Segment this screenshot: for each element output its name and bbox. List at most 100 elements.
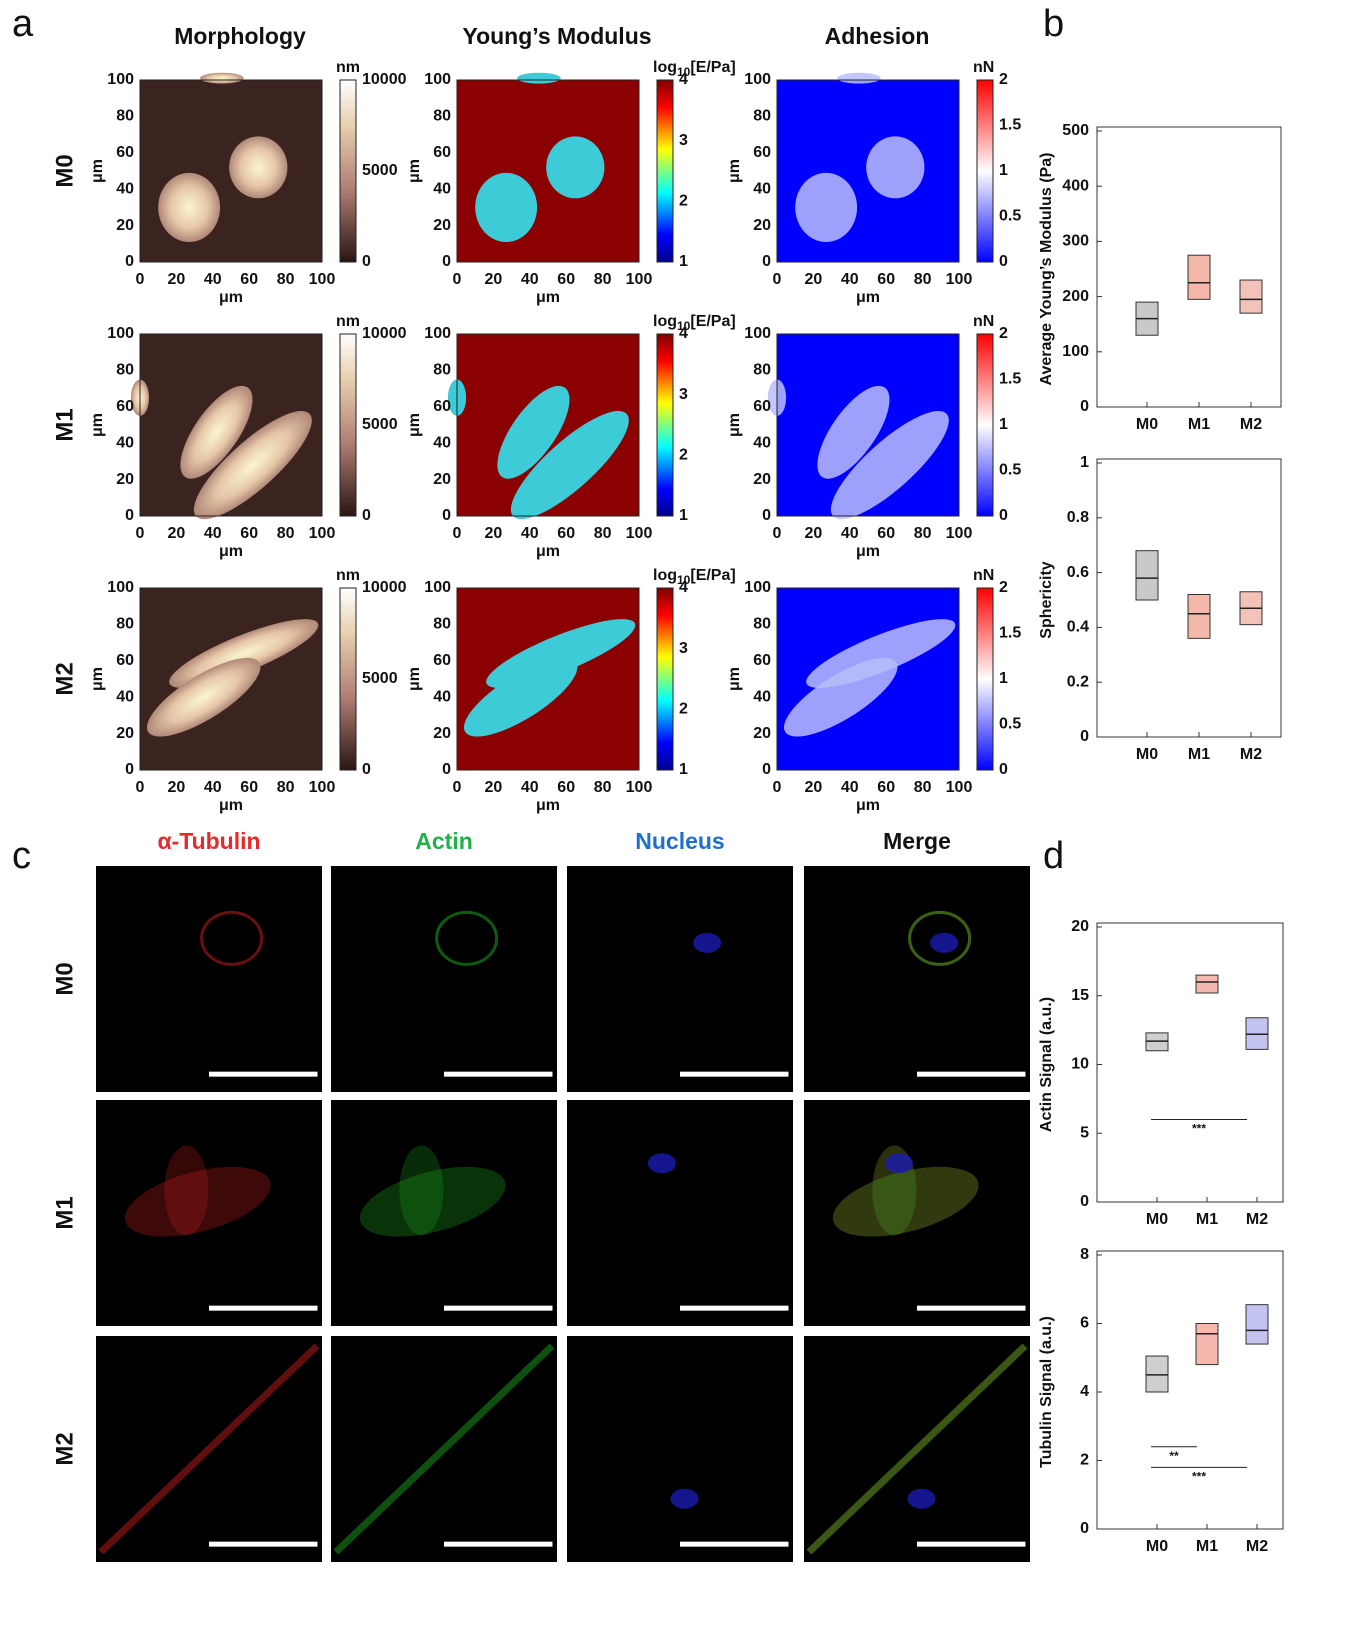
x-tick-label: M2 (1240, 416, 1262, 433)
box (1135, 550, 1159, 601)
x-tick-label: M0 (1146, 1211, 1168, 1228)
colorbar-tick-label: 2 (999, 325, 1008, 342)
cell-body (832, 1166, 979, 1237)
map-frame (139, 333, 323, 517)
micrograph (96, 866, 322, 1092)
x-tick-label: 20 (485, 525, 503, 542)
x-tick-label: 100 (946, 525, 973, 542)
x-tick-label: 80 (914, 779, 932, 796)
y-tick-label: 0 (1080, 1520, 1089, 1537)
y-axis-label: μm (406, 159, 423, 183)
y-tick-label: 20 (753, 725, 771, 742)
y-tick-label: 60 (433, 652, 451, 669)
x-axis-label: μm (856, 797, 880, 814)
scale-bar (444, 1071, 553, 1077)
y-axis-label: Actin Signal (a.u.) (1038, 997, 1055, 1132)
unit-rest: [E/Pa] (690, 59, 735, 76)
cell-image (806, 1343, 1028, 1555)
y-tick-label: 100 (744, 579, 771, 596)
colorbar-tick-label: 5000 (362, 162, 398, 179)
channel-title: α-Tubulin (157, 828, 260, 854)
cell-body (399, 1145, 444, 1236)
y-axis-label: μm (726, 159, 743, 183)
cell (193, 410, 312, 520)
micrograph (96, 1336, 322, 1562)
y-tick-label: 80 (433, 362, 451, 379)
y-tick-label: 100 (424, 325, 451, 342)
y-tick-label: 0.4 (1067, 619, 1089, 636)
y-tick-label: 80 (116, 616, 134, 633)
y-tick-label: 0 (125, 761, 134, 778)
cell (517, 72, 561, 84)
micrograph (804, 866, 1030, 1092)
y-tick-label: 0 (1080, 1193, 1089, 1210)
cell-body (908, 910, 972, 966)
cell-body (832, 1166, 979, 1237)
y-axis-label: μm (89, 667, 106, 691)
x-axis-label: μm (536, 289, 560, 306)
map-frame (456, 333, 640, 517)
micrograph (804, 1336, 1030, 1562)
x-tick-label: 0 (453, 779, 462, 796)
x-tick-label: 80 (277, 779, 295, 796)
cell (497, 385, 570, 479)
column-title: Adhesion (825, 23, 930, 49)
y-tick-label: 60 (753, 398, 771, 415)
map-frame (456, 587, 640, 771)
cell-body (333, 1343, 555, 1555)
x-tick-label: M2 (1246, 1538, 1268, 1555)
x-tick-label: M1 (1188, 416, 1210, 433)
y-tick-label: 40 (116, 434, 134, 451)
x-tick-label: 100 (626, 525, 653, 542)
y-tick-label: 0.6 (1067, 564, 1089, 581)
box (1187, 594, 1211, 639)
y-tick-label: 100 (744, 325, 771, 342)
x-tick-label: 40 (841, 271, 859, 288)
y-axis-label: μm (726, 667, 743, 691)
column-title: Young’s Modulus (462, 23, 651, 49)
y-tick-label: 80 (116, 362, 134, 379)
panel-letter: b (1043, 3, 1064, 45)
x-tick-label: M1 (1188, 746, 1210, 763)
x-tick-label: 20 (805, 271, 823, 288)
map-frame (776, 79, 960, 263)
y-tick-label: 300 (1062, 233, 1089, 250)
y-tick-label: 60 (433, 144, 451, 161)
scale-bar (917, 1541, 1026, 1547)
y-axis-label: Average Young’s Modulus (Pa) (1038, 153, 1055, 386)
nucleus (693, 932, 722, 953)
x-tick-label: 0 (453, 525, 462, 542)
box (1195, 1323, 1219, 1366)
micrograph (804, 1100, 1030, 1326)
axes-frame (1096, 126, 1282, 408)
colorbar-tick-label: 10000 (362, 325, 407, 342)
x-tick-label: 20 (168, 779, 186, 796)
colorbar-tick-label: 1.5 (999, 117, 1021, 134)
y-tick-label: 0 (442, 253, 451, 270)
y-tick-label: 8 (1080, 1246, 1089, 1263)
y-tick-label: 60 (753, 652, 771, 669)
box (1245, 1304, 1269, 1345)
y-tick-label: 20 (116, 217, 134, 234)
x-tick-label: M1 (1196, 1211, 1218, 1228)
colorbar-tick-label: 0.5 (999, 716, 1021, 733)
cell (146, 657, 261, 737)
y-tick-label: 60 (753, 144, 771, 161)
y-tick-label: 4 (1080, 1383, 1089, 1400)
y-tick-label: 5 (1080, 1124, 1089, 1141)
y-tick-label: 1 (1080, 454, 1089, 471)
colorbar-tick-label: 1 (999, 416, 1008, 433)
x-tick-label: 40 (204, 271, 222, 288)
x-tick-label: 60 (557, 525, 575, 542)
colorbar-tick-label: 1 (999, 162, 1008, 179)
y-tick-label: 0.8 (1067, 509, 1089, 526)
x-tick-label: 0 (136, 271, 145, 288)
colorbar-tick-label: 10000 (362, 579, 407, 596)
y-tick-label: 20 (433, 725, 451, 742)
x-tick-label: 0 (453, 271, 462, 288)
y-tick-label: 40 (433, 180, 451, 197)
colorbar-tick-label: 2 (999, 579, 1008, 596)
colorbar-tick-label: 0 (999, 253, 1008, 270)
x-tick-label: 100 (626, 779, 653, 796)
scale-bar (680, 1305, 789, 1311)
